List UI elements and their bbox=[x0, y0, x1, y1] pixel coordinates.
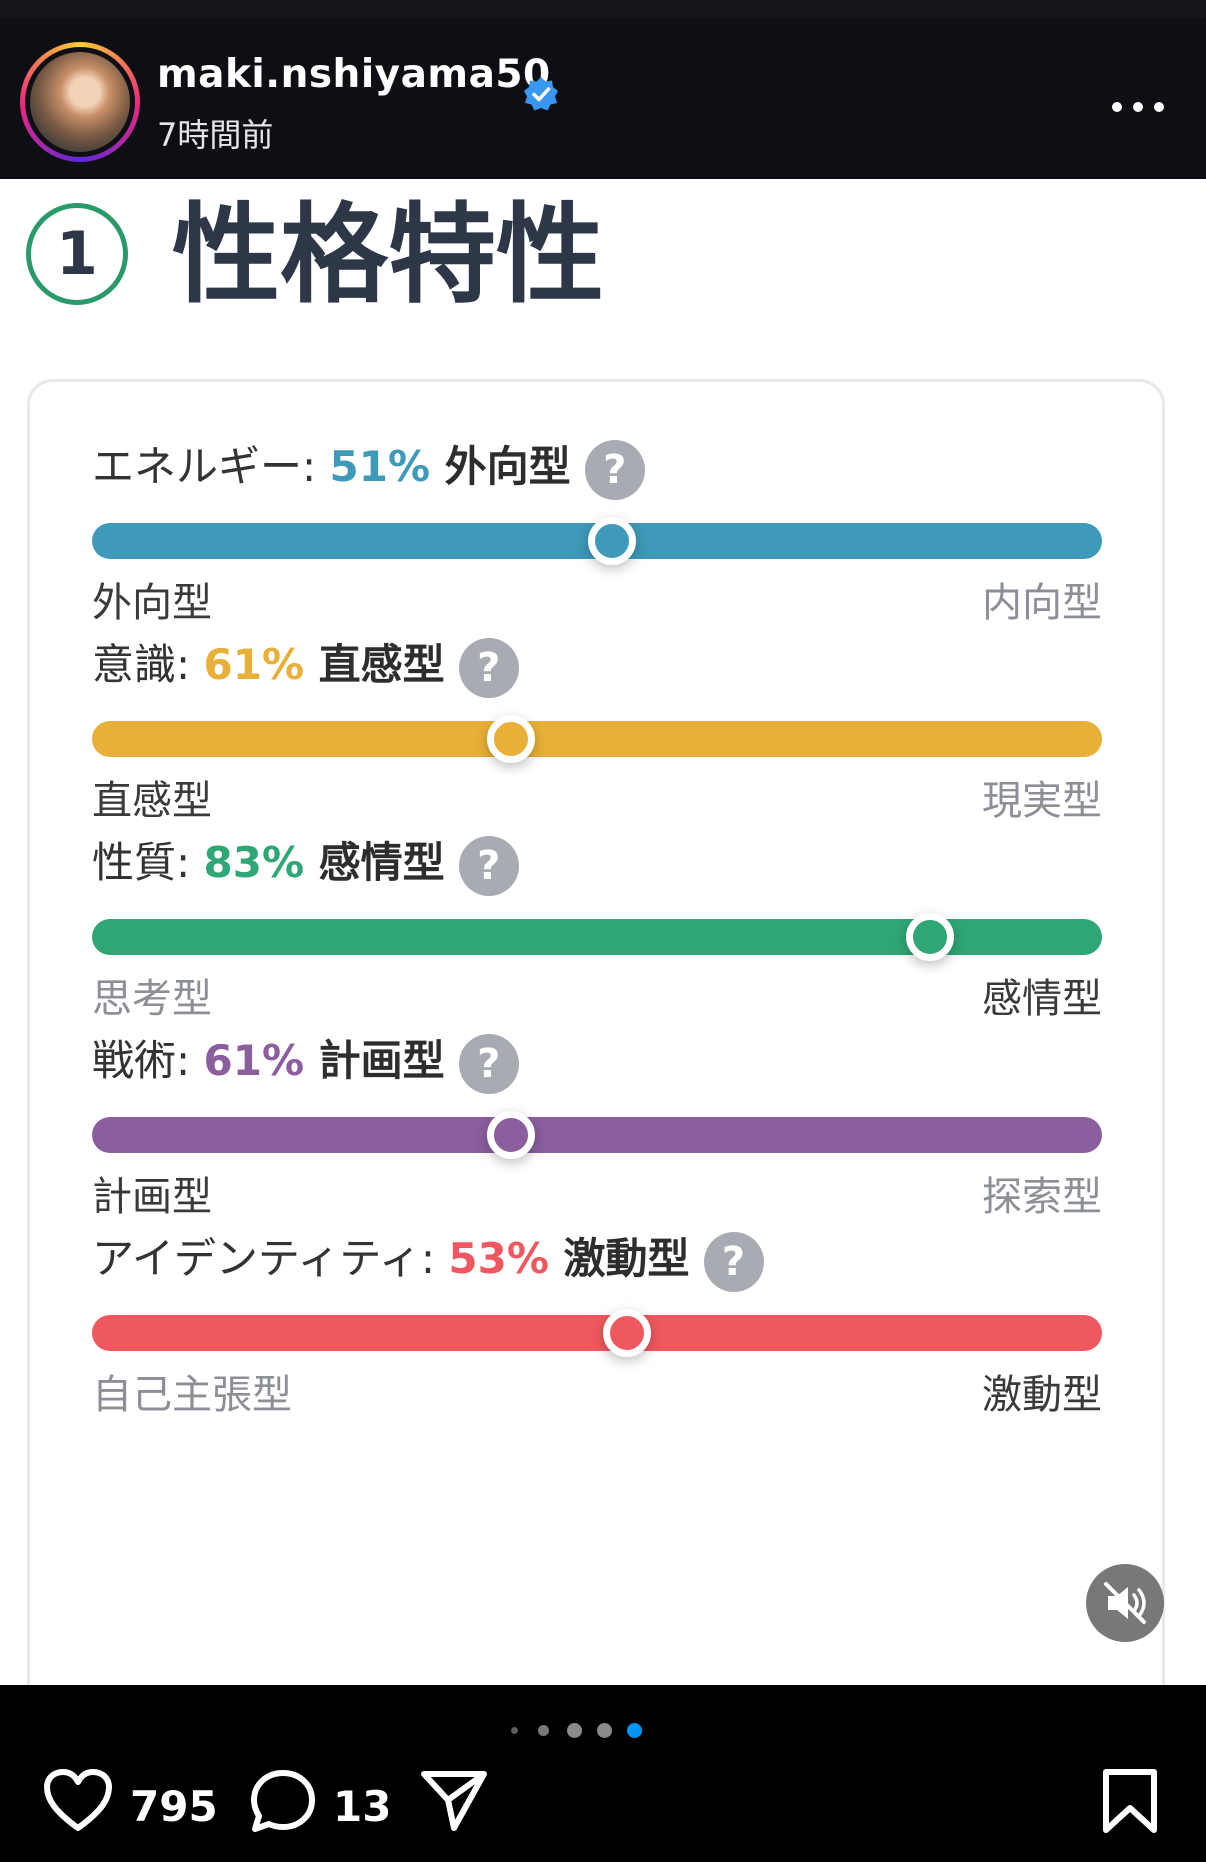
carousel-dot bbox=[511, 1726, 518, 1734]
trait-left-label: 直感型 bbox=[92, 778, 212, 824]
trait-percent: 51% bbox=[329, 442, 431, 491]
trait-percent: 83% bbox=[203, 838, 305, 887]
trait-slider-knob bbox=[906, 913, 955, 961]
carousel-dot bbox=[567, 1722, 582, 1738]
trait-type: 外向型 bbox=[430, 442, 571, 491]
trait-slider-knob bbox=[487, 715, 536, 763]
trait-type: 計画型 bbox=[304, 1036, 445, 1085]
trait-slider-knob bbox=[487, 1111, 536, 1159]
help-icon[interactable]: ? bbox=[458, 1033, 519, 1094]
bookmark-icon[interactable] bbox=[1102, 1768, 1158, 1834]
trait-type: 激動型 bbox=[548, 1234, 690, 1283]
trait-right-label: 探索型 bbox=[982, 1174, 1102, 1220]
trait-bar bbox=[92, 1117, 1102, 1153]
traits-card: エネルギー: 51% 外向型? 外向型 内向型 意識: 61% 直感型? 直感型 現実型性… bbox=[27, 379, 1165, 1685]
help-icon[interactable]: ? bbox=[703, 1231, 764, 1292]
trait-slider-knob bbox=[588, 517, 637, 565]
trait-label: 性質: bbox=[92, 838, 204, 887]
trait-heading: 意識: 61% 直感型? bbox=[92, 635, 519, 698]
trait-row: エネルギー: 51% 外向型? 外向型 内向型 bbox=[92, 437, 1102, 637]
avatar-photo bbox=[30, 52, 130, 152]
trait-percent: 61% bbox=[203, 640, 305, 689]
trait-type: 感情型 bbox=[304, 838, 445, 887]
trait-bar bbox=[92, 1315, 1102, 1351]
comment-count[interactable]: 13 bbox=[333, 1782, 392, 1831]
more-options-icon[interactable] bbox=[1112, 96, 1164, 116]
help-icon[interactable]: ? bbox=[458, 637, 519, 698]
trait-row: 意識: 61% 直感型? 直感型 現実型 bbox=[92, 635, 1102, 835]
help-icon[interactable]: ? bbox=[584, 439, 645, 500]
carousel-dot bbox=[597, 1722, 612, 1738]
trait-left-label: 思考型 bbox=[92, 976, 212, 1022]
trait-right-label: 内向型 bbox=[982, 580, 1102, 626]
trait-right-label: 感情型 bbox=[982, 976, 1102, 1022]
verified-badge-icon bbox=[524, 77, 558, 111]
muted-speaker-icon[interactable] bbox=[1086, 1564, 1164, 1642]
section-number: 1 bbox=[26, 203, 128, 305]
trait-right-label: 激動型 bbox=[982, 1372, 1102, 1418]
section-title: 性格特性 bbox=[172, 193, 605, 318]
carousel-dot bbox=[627, 1722, 642, 1738]
username-link[interactable]: maki.nshiyama50 bbox=[157, 52, 551, 97]
trait-heading: エネルギー: 51% 外向型? bbox=[92, 437, 645, 500]
trait-heading: 戦術: 61% 計画型? bbox=[92, 1031, 519, 1094]
trait-row: 戦術: 61% 計画型? 計画型 探索型 bbox=[92, 1031, 1102, 1231]
post-time: 7時間前 bbox=[157, 116, 274, 154]
heart-icon[interactable] bbox=[43, 1768, 113, 1832]
trait-label: アイデンティティ: bbox=[92, 1234, 449, 1283]
trait-slider-knob bbox=[603, 1309, 652, 1357]
trait-bar bbox=[92, 721, 1102, 757]
post-image[interactable]: 1 性格特性 エネルギー: 51% 外向型? 外向型 内向型 意識: 61% 直感型?… bbox=[0, 179, 1206, 1685]
help-icon[interactable]: ? bbox=[458, 835, 519, 896]
status-strip bbox=[0, 0, 1206, 19]
post-actions-bar bbox=[0, 1685, 1206, 1862]
trait-right-label: 現実型 bbox=[982, 778, 1102, 824]
carousel-dot bbox=[538, 1724, 549, 1736]
avatar[interactable] bbox=[20, 42, 140, 162]
trait-left-label: 自己主張型 bbox=[92, 1372, 292, 1418]
comment-bubble-icon[interactable] bbox=[248, 1768, 318, 1834]
trait-row: アイデンティティ: 53% 激動型? 自己主張型 激動型 bbox=[92, 1229, 1102, 1429]
like-count[interactable]: 795 bbox=[130, 1782, 218, 1831]
trait-label: エネルギー: bbox=[92, 442, 330, 491]
trait-type: 直感型 bbox=[304, 640, 445, 689]
trait-label: 戦術: bbox=[92, 1036, 204, 1085]
trait-heading: アイデンティティ: 53% 激動型? bbox=[92, 1229, 764, 1292]
paper-plane-icon[interactable] bbox=[420, 1768, 488, 1832]
trait-row: 性質: 83% 感情型? 思考型 感情型 bbox=[92, 833, 1102, 1033]
trait-heading: 性質: 83% 感情型? bbox=[92, 833, 519, 896]
trait-percent: 53% bbox=[448, 1234, 549, 1283]
trait-label: 意識: bbox=[92, 640, 204, 689]
trait-left-label: 外向型 bbox=[92, 580, 212, 626]
trait-percent: 61% bbox=[203, 1036, 305, 1085]
trait-left-label: 計画型 bbox=[92, 1174, 212, 1220]
post-header: maki.nshiyama50 7時間前 bbox=[0, 18, 1206, 179]
